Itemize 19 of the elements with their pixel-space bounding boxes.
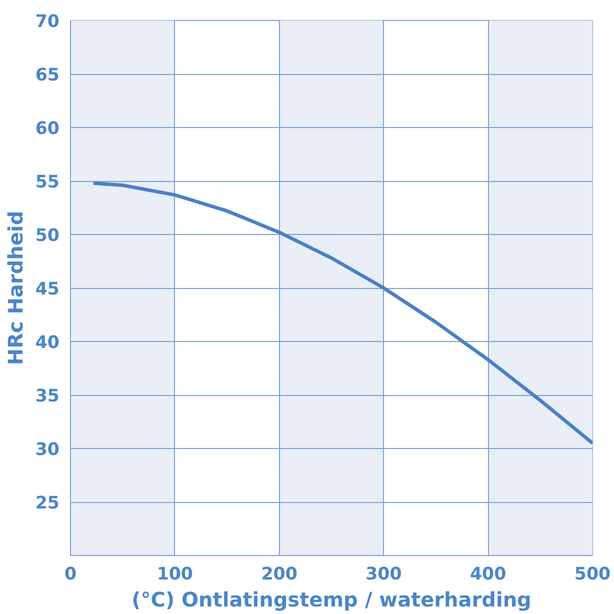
y-tick-label: 40 bbox=[35, 333, 60, 353]
x-tick-label: 0 bbox=[64, 564, 77, 584]
y-tick-label: 45 bbox=[35, 280, 60, 300]
y-tick-label: 60 bbox=[35, 119, 60, 139]
y-tick-label: 65 bbox=[35, 66, 60, 86]
y-tick-label: 25 bbox=[35, 494, 60, 514]
y-tick-label: 55 bbox=[35, 172, 60, 192]
x-axis-title: (°C) Ontlatingstemp / waterharding bbox=[132, 588, 532, 612]
x-tick-label: 300 bbox=[366, 564, 402, 584]
x-tick-label: 100 bbox=[156, 564, 193, 584]
y-tick-label: 50 bbox=[35, 226, 60, 246]
x-tick-label: 400 bbox=[470, 564, 506, 584]
y-tick-label: 70 bbox=[35, 12, 60, 32]
x-tick-label: 200 bbox=[261, 564, 298, 584]
y-axis-title: HRc Hardheid bbox=[3, 210, 28, 366]
y-tick-label: 35 bbox=[35, 386, 60, 406]
line-series bbox=[92, 181, 592, 445]
y-tick-label: 30 bbox=[35, 440, 60, 460]
x-tick-label: 500 bbox=[574, 564, 611, 584]
